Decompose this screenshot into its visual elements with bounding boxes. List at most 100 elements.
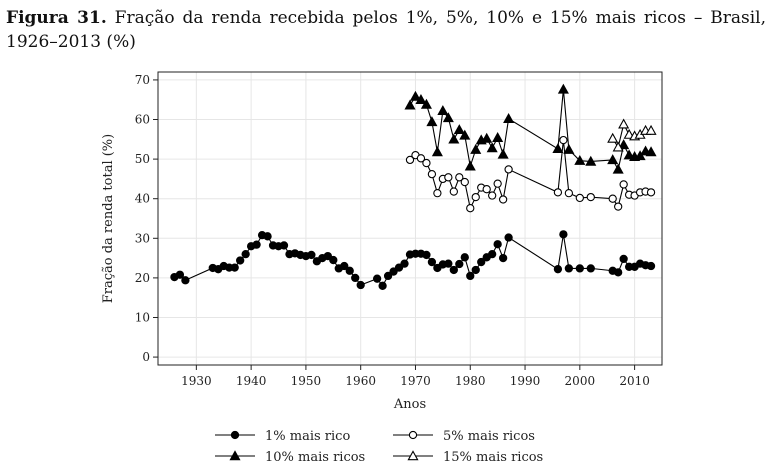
x-tick-label: 1980: [455, 374, 486, 388]
data-point: [236, 256, 245, 265]
data-point: [618, 139, 630, 150]
data-point: [477, 257, 486, 267]
data-point: [449, 265, 458, 275]
data-point: [488, 191, 497, 200]
x-tick-label: 2000: [565, 374, 596, 388]
y-tick-label: 60: [135, 113, 150, 127]
data-point: [307, 250, 316, 260]
data-point: [453, 124, 465, 135]
data-point: [557, 83, 569, 94]
data-point: [481, 132, 493, 143]
data-point: [646, 188, 656, 197]
data-point: [422, 158, 431, 168]
data-point: [378, 281, 387, 290]
data-point: [329, 255, 338, 265]
data-point: [383, 271, 393, 281]
data-point: [241, 249, 250, 259]
data-point: [460, 177, 469, 187]
data-point: [645, 124, 657, 135]
data-point: [323, 251, 332, 261]
data-point: [444, 259, 453, 268]
data-point: [645, 146, 657, 157]
legend-item: 10% mais ricos: [215, 450, 365, 465]
data-point: [614, 202, 623, 211]
legend-label: 1% mais rico: [265, 429, 350, 444]
x-tick-label: 1990: [510, 374, 541, 388]
series-open-circle: [405, 135, 656, 213]
data-point: [646, 261, 656, 271]
data-point: [471, 265, 480, 275]
data-point: [420, 98, 432, 109]
data-point: [460, 253, 469, 262]
data-point: [493, 179, 502, 188]
y-tick-label: 70: [135, 73, 150, 87]
data-point: [492, 131, 504, 142]
data-point: [416, 154, 426, 163]
data-point: [470, 143, 482, 154]
data-point: [585, 155, 597, 166]
y-axis-title: Fração da renda total (%): [101, 134, 116, 303]
data-point: [427, 170, 437, 179]
data-point: [607, 154, 619, 165]
data-point: [493, 240, 502, 249]
data-point: [426, 116, 438, 127]
legend-item: 15% mais ricos: [393, 450, 543, 465]
data-point: [575, 193, 584, 203]
data-point: [400, 259, 409, 268]
data-point: [442, 112, 454, 123]
x-tick-label: 1930: [181, 374, 212, 388]
data-point: [389, 267, 398, 276]
data-point: [252, 240, 261, 249]
legend-marker: [230, 430, 240, 440]
series-filled-triangle: [404, 83, 657, 174]
grid-lines: [158, 72, 662, 365]
data-point: [559, 230, 568, 239]
data-point: [619, 254, 628, 264]
y-tick-label: 50: [135, 152, 150, 166]
data-point: [466, 271, 475, 281]
legend-label: 10% mais ricos: [265, 450, 365, 465]
data-point: [618, 118, 630, 129]
data-point: [471, 192, 480, 202]
data-point: [230, 263, 239, 272]
data-point: [415, 93, 427, 104]
data-point: [504, 233, 513, 242]
data-point: [427, 257, 437, 267]
data-point: [564, 264, 574, 273]
data-point: [464, 160, 476, 171]
data-point: [497, 148, 509, 159]
x-tick-label: 1970: [400, 374, 431, 388]
data-point: [564, 189, 574, 198]
data-point: [409, 90, 422, 101]
data-point: [612, 163, 624, 174]
series-filled-circle: [170, 230, 656, 290]
data-point: [504, 165, 513, 174]
y-tick-label: 0: [142, 350, 150, 364]
data-point: [404, 99, 416, 110]
data-point: [486, 142, 498, 153]
data-point: [607, 132, 619, 143]
data-point: [498, 195, 508, 204]
data-point: [449, 187, 458, 196]
data-point: [431, 146, 443, 157]
series-line: [409, 89, 652, 171]
data-point: [559, 135, 568, 145]
x-tick-label: 1940: [236, 374, 267, 388]
series-layer: [170, 83, 657, 290]
data-point: [634, 150, 646, 161]
data-point: [459, 129, 471, 140]
data-point: [614, 268, 623, 277]
legend-label: 5% mais ricos: [443, 429, 535, 444]
x-tick-label: 1960: [345, 374, 376, 388]
data-point: [466, 204, 475, 213]
legend-label: 15% mais ricos: [443, 450, 543, 465]
data-point: [455, 173, 464, 182]
data-point: [351, 273, 360, 283]
data-point: [553, 188, 563, 197]
data-point: [575, 264, 584, 273]
data-point: [482, 185, 491, 194]
data-point: [405, 155, 415, 165]
data-point: [340, 261, 349, 271]
x-axis: 1930 1940 1950 1960 1970 1980 1990 2000 2010: [181, 365, 650, 388]
